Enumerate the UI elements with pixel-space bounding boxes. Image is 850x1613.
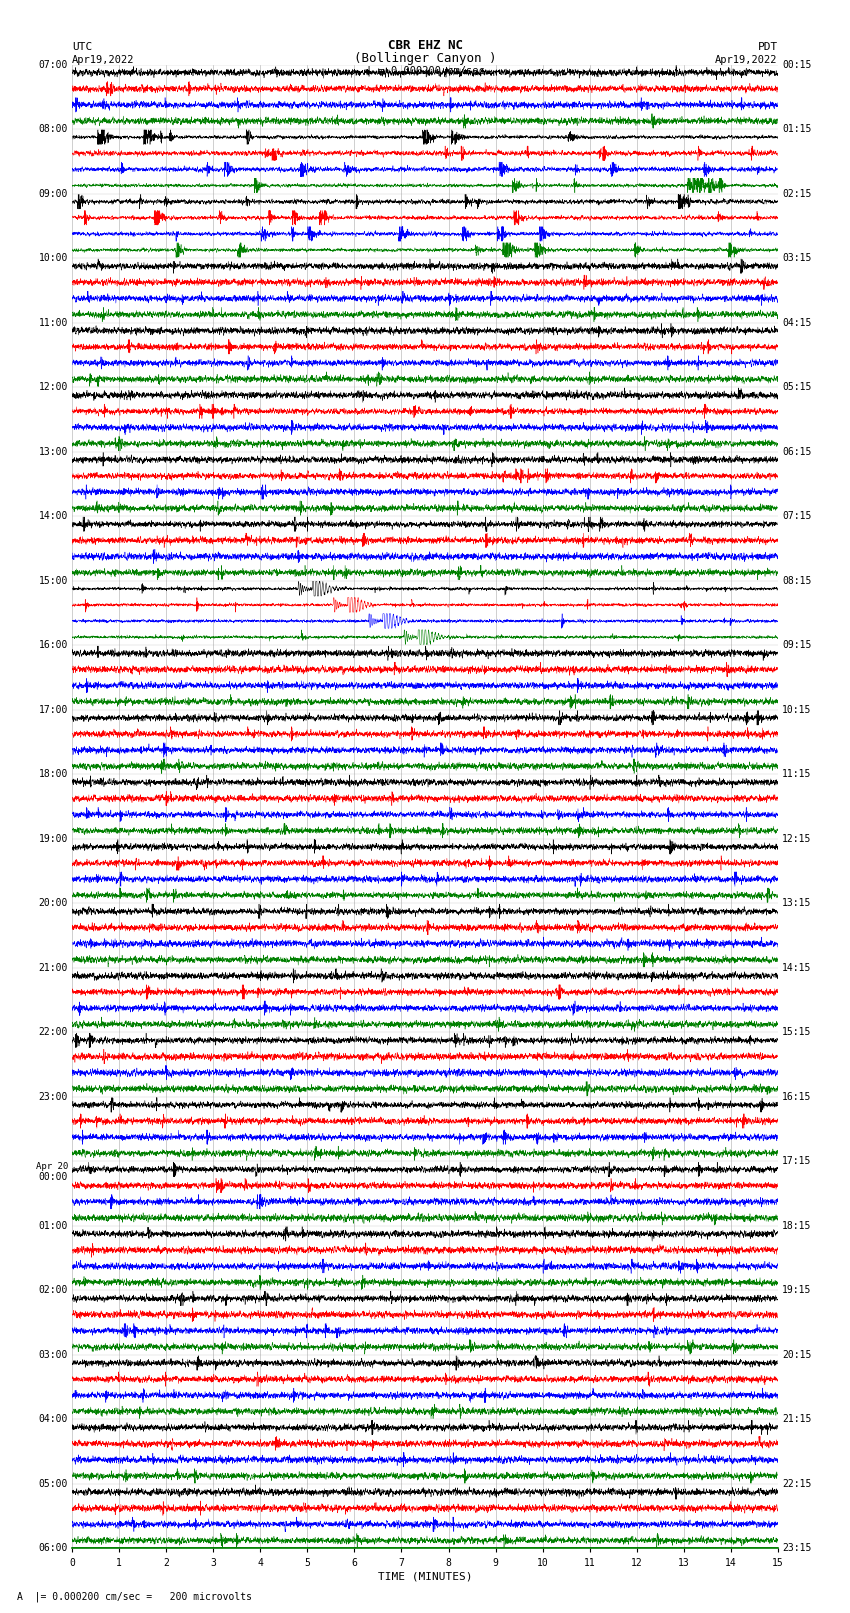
Text: PDT: PDT	[757, 42, 778, 52]
X-axis label: TIME (MINUTES): TIME (MINUTES)	[377, 1571, 473, 1582]
Text: 01:00: 01:00	[38, 1221, 68, 1231]
Text: 09:00: 09:00	[38, 189, 68, 198]
Text: Apr19,2022: Apr19,2022	[72, 55, 135, 65]
Text: 10:15: 10:15	[782, 705, 812, 715]
Text: 01:15: 01:15	[782, 124, 812, 134]
Text: 18:00: 18:00	[38, 769, 68, 779]
Text: CBR EHZ NC: CBR EHZ NC	[388, 39, 462, 52]
Text: (Bollinger Canyon ): (Bollinger Canyon )	[354, 52, 496, 65]
Text: Apr19,2022: Apr19,2022	[715, 55, 778, 65]
Text: 05:00: 05:00	[38, 1479, 68, 1489]
Text: 10:00: 10:00	[38, 253, 68, 263]
Text: 15:00: 15:00	[38, 576, 68, 586]
Text: 20:00: 20:00	[38, 898, 68, 908]
Text: 17:15: 17:15	[782, 1157, 812, 1166]
Text: A  |= 0.000200 cm/sec =   200 microvolts: A |= 0.000200 cm/sec = 200 microvolts	[17, 1592, 252, 1602]
Text: 14:00: 14:00	[38, 511, 68, 521]
Text: 11:15: 11:15	[782, 769, 812, 779]
Text: 16:15: 16:15	[782, 1092, 812, 1102]
Text: 12:15: 12:15	[782, 834, 812, 844]
Text: 18:15: 18:15	[782, 1221, 812, 1231]
Text: 03:00: 03:00	[38, 1350, 68, 1360]
Text: 02:15: 02:15	[782, 189, 812, 198]
Text: 22:00: 22:00	[38, 1027, 68, 1037]
Text: 13:15: 13:15	[782, 898, 812, 908]
Text: 00:15: 00:15	[782, 60, 812, 69]
Text: 00:00: 00:00	[38, 1173, 68, 1182]
Text: 12:00: 12:00	[38, 382, 68, 392]
Text: 09:15: 09:15	[782, 640, 812, 650]
Text: 20:15: 20:15	[782, 1350, 812, 1360]
Text: 07:15: 07:15	[782, 511, 812, 521]
Text: 07:00: 07:00	[38, 60, 68, 69]
Text: 21:00: 21:00	[38, 963, 68, 973]
Text: 06:00: 06:00	[38, 1544, 68, 1553]
Text: 06:15: 06:15	[782, 447, 812, 456]
Text: 03:15: 03:15	[782, 253, 812, 263]
Text: 14:15: 14:15	[782, 963, 812, 973]
Text: 21:15: 21:15	[782, 1415, 812, 1424]
Text: | = 0.000200 cm/sec: | = 0.000200 cm/sec	[366, 65, 484, 76]
Text: 19:00: 19:00	[38, 834, 68, 844]
Text: 04:00: 04:00	[38, 1415, 68, 1424]
Text: 22:15: 22:15	[782, 1479, 812, 1489]
Text: 19:15: 19:15	[782, 1286, 812, 1295]
Text: 23:15: 23:15	[782, 1544, 812, 1553]
Text: 05:15: 05:15	[782, 382, 812, 392]
Text: 15:15: 15:15	[782, 1027, 812, 1037]
Text: 08:00: 08:00	[38, 124, 68, 134]
Text: 02:00: 02:00	[38, 1286, 68, 1295]
Text: 08:15: 08:15	[782, 576, 812, 586]
Text: 04:15: 04:15	[782, 318, 812, 327]
Text: 11:00: 11:00	[38, 318, 68, 327]
Text: UTC: UTC	[72, 42, 93, 52]
Text: 13:00: 13:00	[38, 447, 68, 456]
Text: Apr 20: Apr 20	[36, 1161, 68, 1171]
Text: 17:00: 17:00	[38, 705, 68, 715]
Text: 16:00: 16:00	[38, 640, 68, 650]
Text: 23:00: 23:00	[38, 1092, 68, 1102]
